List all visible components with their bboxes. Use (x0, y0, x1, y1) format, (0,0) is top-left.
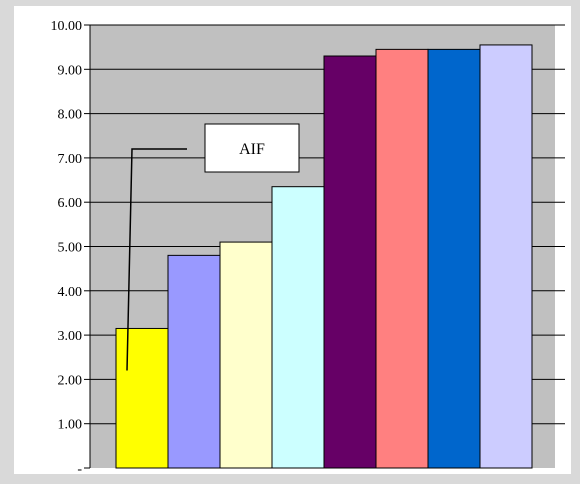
bar (323, 55, 377, 469)
y-tick-label: 3.00 (58, 329, 83, 344)
annotation-label: AIF (239, 141, 265, 158)
y-tick-label: 7.00 (58, 152, 83, 167)
y-tick-label: 5.00 (58, 241, 83, 256)
y-axis-ticks: - 1.00 2.00 3.00 4.00 5.00 6.00 7.00 8.00 9.00 10.… (51, 19, 91, 477)
bar (427, 48, 481, 469)
y-tick-label: 9.00 (58, 63, 83, 78)
bar (115, 327, 169, 469)
annotation-aif: AIF (126, 123, 300, 371)
bar (375, 48, 429, 469)
bar (479, 44, 533, 469)
bar (271, 186, 325, 469)
y-tick-label: 2.00 (58, 373, 83, 388)
bar (167, 254, 221, 469)
y-tick-label: 8.00 (58, 108, 83, 123)
bar (219, 241, 273, 469)
annotation-leader-line (126, 148, 187, 371)
y-tick-label: - (77, 462, 82, 477)
y-tick-label: 10.00 (51, 19, 83, 34)
y-tick-label: 4.00 (58, 285, 83, 300)
annotation-box (204, 123, 300, 173)
y-tick-label: 6.00 (58, 196, 83, 211)
bars (115, 44, 533, 469)
y-tick-label: 1.00 (58, 418, 83, 433)
